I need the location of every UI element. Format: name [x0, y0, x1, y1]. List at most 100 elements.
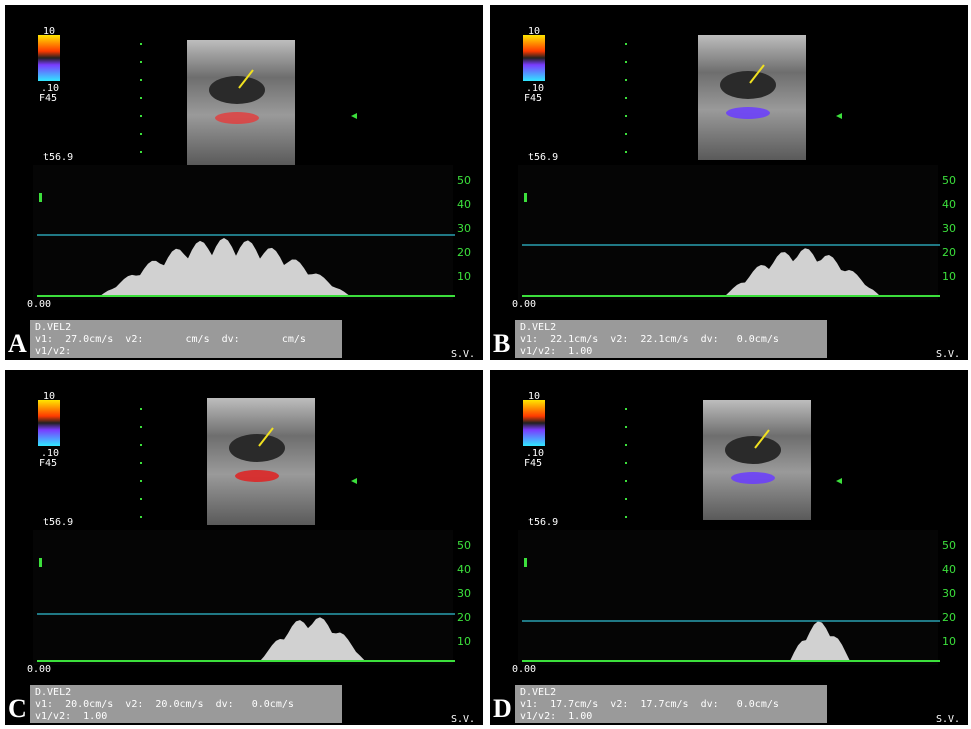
scale-tick: 10 [457, 270, 471, 283]
measurement-line: v1: 20.0cm/s v2: 20.0cm/s dv: 0.0cm/s [35, 699, 294, 710]
dot [625, 97, 627, 99]
dot [140, 444, 142, 446]
dot [625, 426, 627, 428]
depth: t56.9 [528, 152, 558, 163]
baseline-label: 0.00 [512, 664, 536, 675]
vessel [209, 76, 265, 104]
dot [140, 480, 142, 482]
gain-marker [39, 558, 42, 567]
measurement-title: D.VEL2 [520, 322, 556, 333]
probe: F45 [524, 93, 542, 104]
dot [140, 133, 142, 135]
measurement-line: v1/v2: 1.00 [520, 346, 592, 357]
gain-marker [524, 558, 527, 567]
dot [625, 115, 627, 117]
dot [140, 115, 142, 117]
scale-tick: 30 [457, 587, 471, 600]
scale-top: 10 [528, 26, 540, 37]
scale-tick: 50 [942, 539, 956, 552]
scale-tick: 50 [457, 539, 471, 552]
depth: t56.9 [43, 517, 73, 528]
color-bar [38, 35, 60, 81]
probe: F45 [39, 93, 57, 104]
scale-tick: 20 [942, 246, 956, 259]
flow [215, 112, 259, 124]
panel-letter: A [8, 329, 27, 358]
measurement-line: v1: 22.1cm/s v2: 22.1cm/s dv: 0.0cm/s [520, 334, 779, 345]
vessel [229, 434, 285, 462]
vessel [720, 71, 776, 99]
scale-tick: 30 [942, 222, 956, 235]
panel-letter: B [493, 329, 510, 358]
scale-tick: 40 [942, 198, 956, 211]
spectral-area [518, 165, 938, 300]
scale-tick: 10 [942, 635, 956, 648]
dot [140, 408, 142, 410]
figure: 10.10F45t56.90.005040302010D.VEL2v1: 27.… [0, 0, 971, 729]
dot [625, 43, 627, 45]
dot [625, 498, 627, 500]
dot [140, 426, 142, 428]
scale-top: 10 [528, 391, 540, 402]
flow [235, 470, 279, 482]
dot [625, 61, 627, 63]
flow [731, 472, 775, 484]
baseline-label: 0.00 [27, 664, 51, 675]
scale-tick: 40 [457, 563, 471, 576]
measurement-line: v1: 27.0cm/s v2: cm/s dv: cm/s [35, 334, 306, 345]
panel-letter: C [8, 694, 27, 723]
scale-tick: 30 [457, 222, 471, 235]
dot [140, 61, 142, 63]
measurement-line: v1/v2: [35, 346, 71, 357]
dot [625, 408, 627, 410]
probe: F45 [524, 458, 542, 469]
color-bar [523, 400, 545, 446]
scale-tick: 50 [942, 174, 956, 187]
flow [726, 107, 770, 119]
probe: F45 [39, 458, 57, 469]
corner-label: S.V. [936, 349, 960, 360]
scale-tick: 30 [942, 587, 956, 600]
dot [625, 151, 627, 153]
dot [625, 133, 627, 135]
scale-top: 10 [43, 26, 55, 37]
dot [140, 516, 142, 518]
baseline-label: 0.00 [512, 299, 536, 310]
baseline-label: 0.00 [27, 299, 51, 310]
gain-marker [524, 193, 527, 202]
corner-label: S.V. [451, 714, 475, 725]
spectral-area [518, 530, 938, 665]
measurement-title: D.VEL2 [35, 322, 71, 333]
measurement-title: D.VEL2 [35, 687, 71, 698]
scale-tick: 50 [457, 174, 471, 187]
dot [140, 462, 142, 464]
measurement-line: v1/v2: 1.00 [35, 711, 107, 722]
measurement-line: v1/v2: 1.00 [520, 711, 592, 722]
scale-tick: 10 [457, 635, 471, 648]
corner-label: S.V. [451, 349, 475, 360]
panel-letter: D [493, 694, 512, 723]
measurement-line: v1: 17.7cm/s v2: 17.7cm/s dv: 0.0cm/s [520, 699, 779, 710]
color-bar [523, 35, 545, 81]
dot [625, 444, 627, 446]
color-bar [38, 400, 60, 446]
scale-tick: 10 [942, 270, 956, 283]
measurement-title: D.VEL2 [520, 687, 556, 698]
dot [625, 462, 627, 464]
dot [625, 480, 627, 482]
dot [140, 79, 142, 81]
dot [625, 516, 627, 518]
dot [625, 79, 627, 81]
vessel [725, 436, 781, 464]
scale-tick: 40 [457, 198, 471, 211]
dot [140, 97, 142, 99]
gain-marker [39, 193, 42, 202]
scale-tick: 20 [942, 611, 956, 624]
dot [140, 498, 142, 500]
dot [140, 151, 142, 153]
scale-tick: 40 [942, 563, 956, 576]
